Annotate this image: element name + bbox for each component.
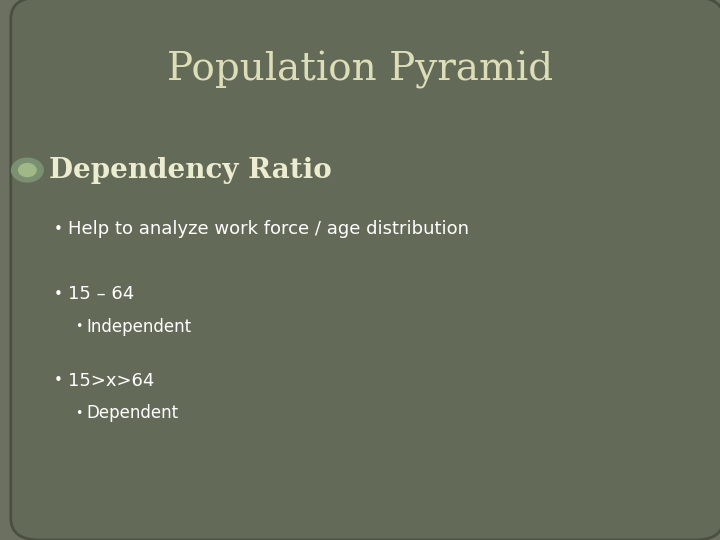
Circle shape bbox=[19, 164, 36, 177]
Circle shape bbox=[12, 158, 43, 182]
Text: 15>x>64: 15>x>64 bbox=[68, 372, 155, 390]
Text: Population Pyramid: Population Pyramid bbox=[167, 51, 553, 89]
Text: •: • bbox=[54, 287, 63, 302]
Text: Dependent: Dependent bbox=[86, 404, 179, 422]
Text: Dependency Ratio: Dependency Ratio bbox=[49, 157, 332, 184]
Text: •: • bbox=[76, 320, 83, 333]
Text: Independent: Independent bbox=[86, 318, 192, 336]
Text: •: • bbox=[54, 373, 63, 388]
FancyBboxPatch shape bbox=[11, 0, 720, 540]
Text: •: • bbox=[76, 407, 83, 420]
Text: 15 – 64: 15 – 64 bbox=[68, 285, 135, 303]
Text: •: • bbox=[54, 222, 63, 237]
Text: Help to analyze work force / age distribution: Help to analyze work force / age distrib… bbox=[68, 220, 469, 239]
